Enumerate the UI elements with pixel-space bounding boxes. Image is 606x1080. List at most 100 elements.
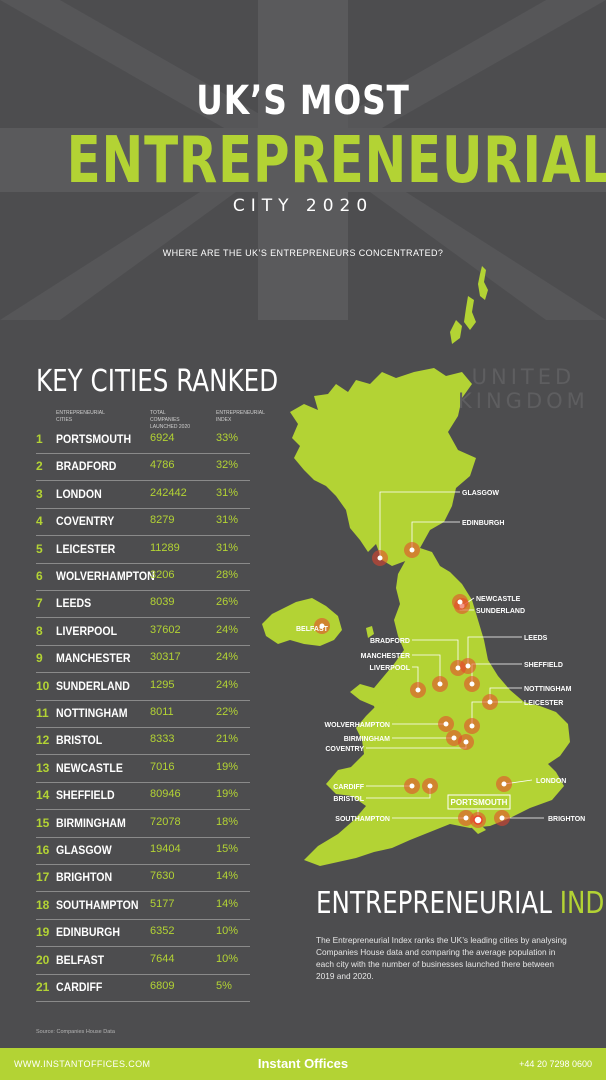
sheffield-marker[interactable] [469, 681, 475, 687]
city-name: BIRMINGHAM [56, 815, 126, 830]
entrepreneurial-index: 24% [216, 623, 239, 636]
entrepreneurial-index: 14% [216, 870, 239, 883]
companies-launched: 19404 [150, 843, 181, 855]
leeds-map-label: LEEDS [524, 635, 548, 642]
city-name: MANCHESTER [56, 651, 131, 666]
glasgow-marker[interactable] [377, 555, 383, 561]
bristol-marker[interactable] [427, 783, 433, 789]
companies-launched: 11289 [150, 541, 180, 554]
entrepreneurial-index: 15% [216, 843, 239, 855]
wolverhampton-marker[interactable] [443, 721, 449, 727]
manchester-map-label: MANCHESTER [361, 653, 410, 660]
table-row: 7 LEEDS 8039 26% [36, 590, 250, 619]
title-line-3: CITY 2020 [232, 196, 374, 216]
sunderland-marker[interactable] [457, 599, 463, 605]
key-cities-heading: KEY CITIES RANKED [36, 364, 279, 399]
portsmouth-highlight-label: PORTSMOUTH [451, 798, 508, 807]
bradford-marker[interactable] [455, 665, 461, 671]
companies-launched: 3206 [150, 569, 175, 581]
companies-launched: 8333 [150, 733, 175, 746]
companies-launched: 80946 [150, 788, 181, 801]
index-description: The Entrepreneurial Index ranks the UK’s… [316, 935, 567, 981]
table-row: 6 WOLVERHAMPTON 3206 28% [36, 563, 250, 591]
rank-number: 16 [36, 843, 50, 857]
southampton-map-label: SOUTHAMPTON [335, 816, 390, 823]
entrepreneurial-index: 5% [216, 980, 232, 992]
leicester-map-label: LEICESTER [524, 700, 563, 707]
city-name: LIVERPOOL [56, 623, 118, 638]
city-name: BRISTOL [56, 733, 103, 748]
footer-website-link[interactable]: WWW.INSTANTOFFICES.COM [14, 1059, 151, 1069]
entrepreneurial-index: 31% [216, 541, 239, 554]
rank-number: 9 [36, 651, 43, 666]
brighton-marker[interactable] [499, 815, 505, 821]
birmingham-marker[interactable] [451, 735, 457, 741]
bristol-map-label: BRISTOL [333, 796, 364, 803]
city-name: LEEDS [56, 596, 92, 611]
table-row: 11 NOTTINGHAM 8011 22% [36, 700, 250, 728]
footer-bar: WWW.INSTANTOFFICES.COM Instant Offices +… [0, 1048, 606, 1080]
leeds-leader-line [467, 636, 522, 666]
companies-launched: 7016 [150, 760, 175, 773]
rank-number: 19 [36, 925, 50, 940]
bradford-map-label: BRADFORD [370, 638, 410, 645]
companies-launched: 242442 [150, 486, 187, 499]
footer-brand-logo: Instant Offices [257, 1056, 349, 1071]
rank-number: 14 [36, 788, 50, 803]
nottingham-map-label: NOTTINGHAM [524, 686, 572, 693]
title-line-1: UK’S MOST [196, 78, 410, 124]
source-note: Source: Companies House Data [36, 1029, 115, 1035]
london-marker[interactable] [501, 781, 507, 787]
companies-launched: 7630 [150, 870, 175, 883]
city-name: BRADFORD [56, 459, 117, 474]
index-heading-word-2: INDEX [559, 886, 606, 921]
edinburgh-map-label: EDINBURGH [462, 520, 504, 527]
entrepreneurial-index: 33% [216, 432, 239, 444]
city-name: BRIGHTON [56, 870, 113, 885]
liverpool-map-label: LIVERPOOL [370, 665, 411, 672]
rank-number: 11 [36, 706, 49, 720]
companies-launched: 7644 [150, 952, 175, 965]
portsmouth-marker[interactable] [473, 815, 483, 825]
leicester-marker[interactable] [469, 723, 475, 729]
map-title: UNITED KINGDOM [458, 365, 589, 413]
city-name: CARDIFF [56, 980, 103, 994]
brighton-map-label: BRIGHTON [548, 816, 585, 823]
rank-number: 2 [36, 459, 43, 474]
city-name: SUNDERLAND [56, 678, 130, 693]
rank-number: 21 [36, 980, 50, 994]
footer-phone-number[interactable]: +44 20 7298 0600 [519, 1059, 592, 1069]
companies-launched: 37602 [150, 623, 181, 636]
map-labels: GLASGOW EDINBURGH NEWCASTLE SUNDERLAND BELFA… [296, 490, 585, 823]
companies-launched: 8011 [150, 706, 174, 718]
rank-number: 18 [36, 897, 50, 912]
coventry-marker[interactable] [463, 739, 469, 745]
index-heading-word-1: ENTREPRENEURIAL [316, 886, 552, 921]
rank-number: 5 [36, 541, 43, 556]
column-header-companies: TOTAL COMPANIES LAUNCHED 2020 [150, 410, 191, 430]
table-row: 1 PORTSMOUTH 6924 33% [36, 426, 250, 454]
sunderland-map-label: SUNDERLAND [476, 608, 525, 615]
table-row: 18 SOUTHAMPTON 5177 14% [36, 892, 250, 920]
leeds-marker[interactable] [465, 663, 471, 669]
companies-launched: 6809 [150, 980, 175, 992]
city-name: SHEFFIELD [56, 788, 115, 803]
edinburgh-marker[interactable] [409, 547, 415, 553]
belfast-marker[interactable] [319, 623, 325, 629]
nottingham-marker[interactable] [487, 699, 493, 705]
entrepreneurial-index: 26% [216, 596, 239, 609]
liverpool-marker[interactable] [415, 687, 421, 693]
cardiff-marker[interactable] [409, 783, 415, 789]
city-name: SOUTHAMPTON [56, 897, 139, 912]
rank-number: 3 [36, 486, 43, 501]
southampton-marker[interactable] [463, 815, 469, 821]
map-landmass [262, 266, 570, 866]
rank-number: 6 [36, 569, 43, 583]
companies-launched: 1295 [150, 678, 175, 691]
table-row: 4 COVENTRY 8279 31% [36, 508, 250, 537]
manchester-marker[interactable] [437, 681, 443, 687]
companies-launched: 4786 [150, 459, 175, 472]
city-name: COVENTRY [56, 514, 115, 529]
city-name: NOTTINGHAM [56, 706, 128, 720]
